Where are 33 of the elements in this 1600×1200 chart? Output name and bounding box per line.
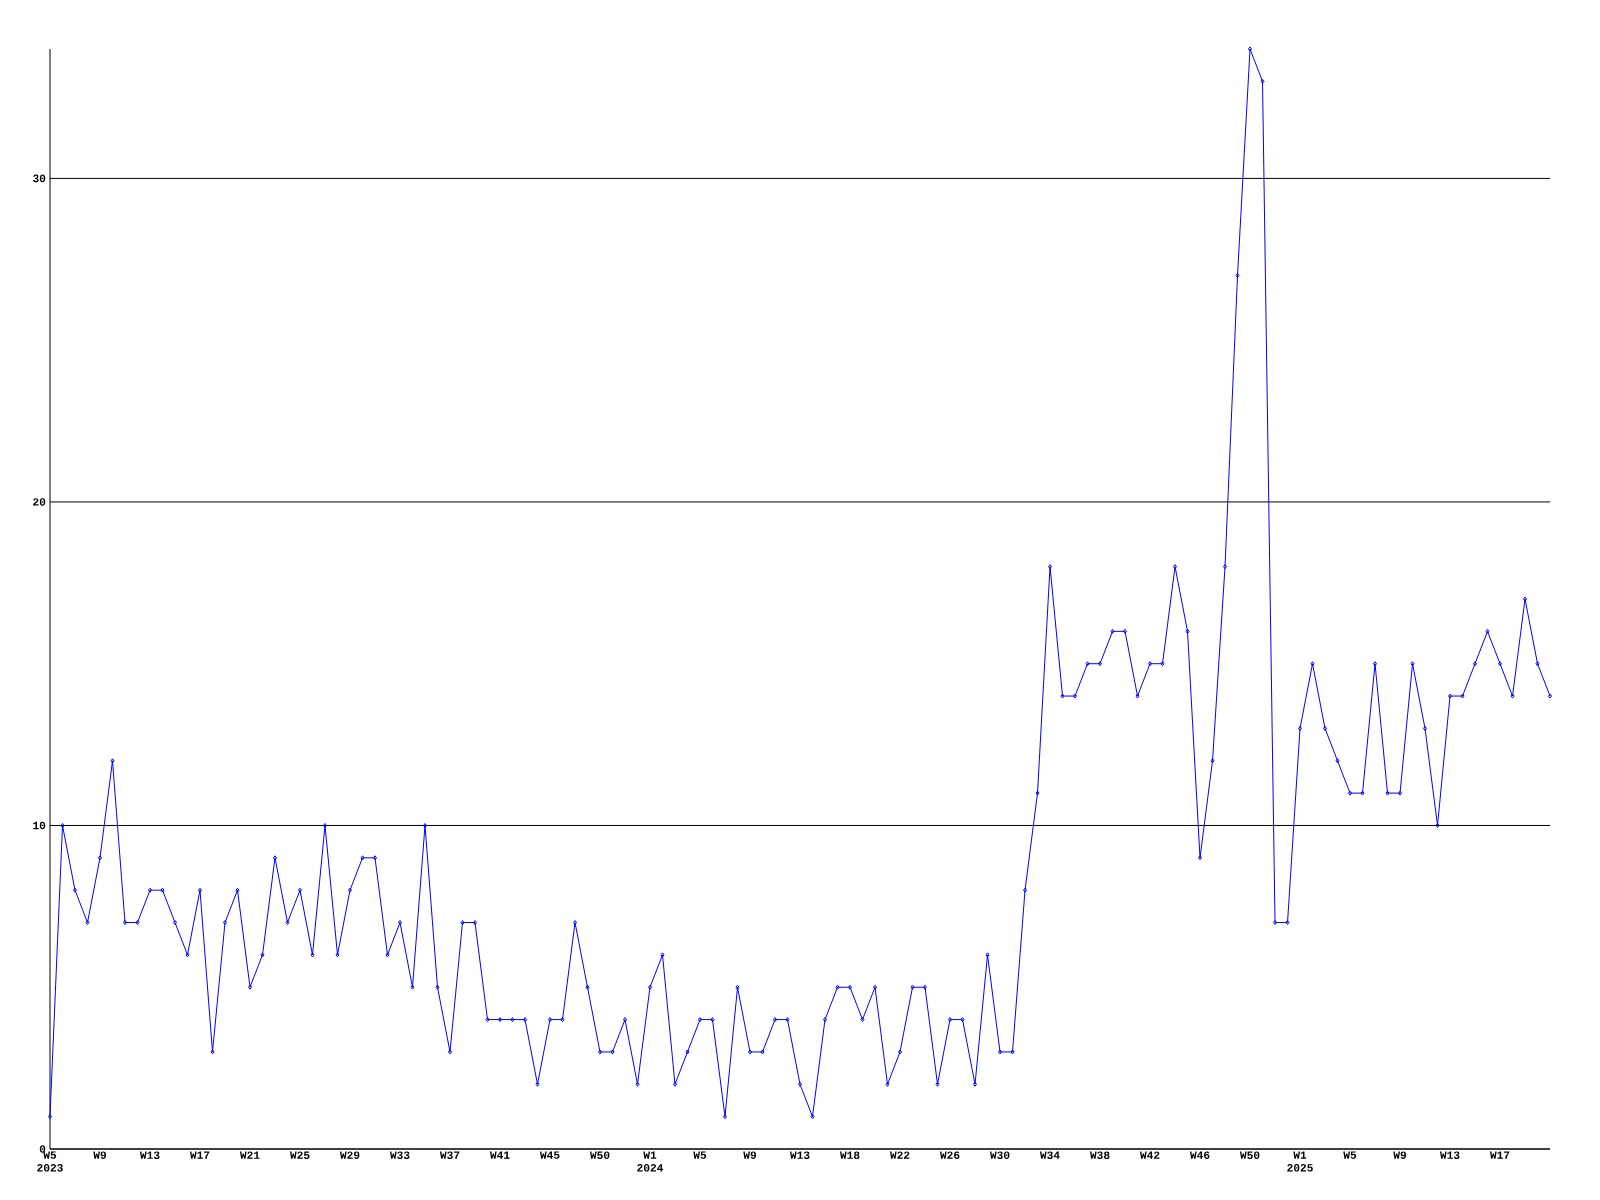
x-tick-label: W5 [1343, 1151, 1357, 1159]
x-tick-label: W17 [1489, 1151, 1510, 1159]
y-tick-label: 10 [33, 821, 46, 830]
x-tick-label: W13 [139, 1151, 160, 1159]
x-tick-label: W1 2025 [1287, 1151, 1313, 1172]
x-tick-label: W42 [1139, 1151, 1160, 1159]
x-tick-label: W18 [839, 1151, 860, 1159]
x-tick-label: W34 [1039, 1151, 1060, 1159]
x-tick-label: W22 [889, 1151, 910, 1159]
x-tick-label: W25 [289, 1151, 310, 1159]
x-tick-label: W26 [939, 1151, 960, 1159]
y-tick-label: 20 [33, 498, 46, 506]
x-tick-label: W9 [743, 1151, 757, 1159]
x-tick-label: W5 [693, 1151, 707, 1159]
x-tick-label: W50 [589, 1151, 610, 1159]
x-tick-label: W9 [93, 1151, 107, 1159]
x-tick-label: W38 [1089, 1151, 1110, 1159]
x-tick-label: W30 [989, 1151, 1010, 1159]
x-tick-label: W45 [539, 1151, 560, 1159]
x-tick-label: W13 [1439, 1151, 1460, 1159]
x-tick-label: W37 [439, 1151, 460, 1159]
x-tick-label: W41 [489, 1151, 510, 1159]
x-tick-label: W33 [389, 1151, 410, 1159]
x-tick-label: W13 [789, 1151, 810, 1159]
x-tick-label: W21 [239, 1151, 260, 1159]
x-tick-label: W1 2024 [637, 1151, 664, 1172]
y-tick-label: 0 [39, 1145, 46, 1153]
x-tick-label: W46 [1189, 1151, 1210, 1159]
x-tick-label: W9 [1393, 1151, 1407, 1159]
x-tick-label: W17 [189, 1151, 210, 1159]
y-tick-label: 30 [32, 174, 46, 183]
x-tick-label: W50 [1239, 1151, 1260, 1159]
x-tick-label: W29 [339, 1151, 360, 1159]
